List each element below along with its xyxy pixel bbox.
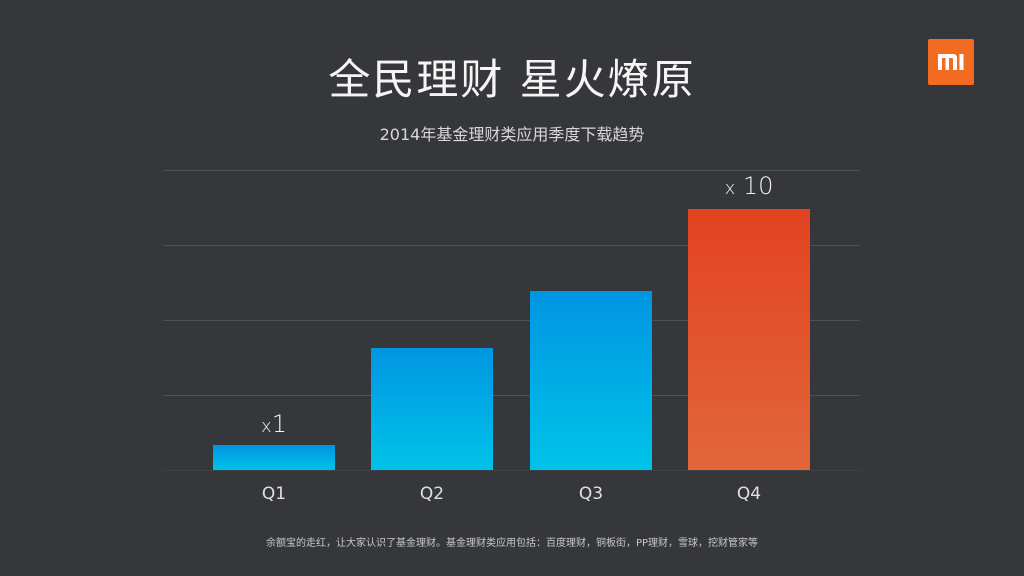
x-axis-baseline — [163, 470, 860, 471]
bar-annotation-q1: x1 — [213, 410, 335, 441]
x-tick-label-q4: Q4 — [736, 484, 762, 504]
gridline — [163, 245, 860, 246]
multiplier-x: x — [724, 178, 736, 199]
footnote: 余额宝的走红，让大家认识了基金理财。基金理财类应用包括：百度理财，铜板街，PP理… — [265, 538, 759, 549]
bar-q3 — [530, 291, 652, 470]
bar-annotation-q4: x 10 — [688, 172, 810, 203]
chart-subtitle: 2014年基金理财类应用季度下载趋势 — [379, 125, 645, 144]
bar-q1 — [213, 445, 335, 470]
x-tick-label-q2: Q2 — [419, 484, 445, 504]
multiplier-value: 1 — [271, 410, 287, 438]
page-title: 全民理财 星火燎原 — [328, 55, 696, 104]
bar-q2 — [371, 348, 493, 470]
gridline — [163, 170, 860, 171]
mi-logo-icon — [928, 39, 974, 85]
x-tick-label-q1: Q1 — [261, 484, 287, 504]
x-tick-label-q3: Q3 — [578, 484, 604, 504]
gridline — [163, 395, 860, 396]
multiplier-value: 10 — [742, 172, 774, 200]
multiplier-x: x — [261, 416, 272, 437]
mi-logo-glyph-icon — [938, 54, 964, 70]
bar-q4 — [688, 209, 810, 470]
gridline — [163, 320, 860, 321]
